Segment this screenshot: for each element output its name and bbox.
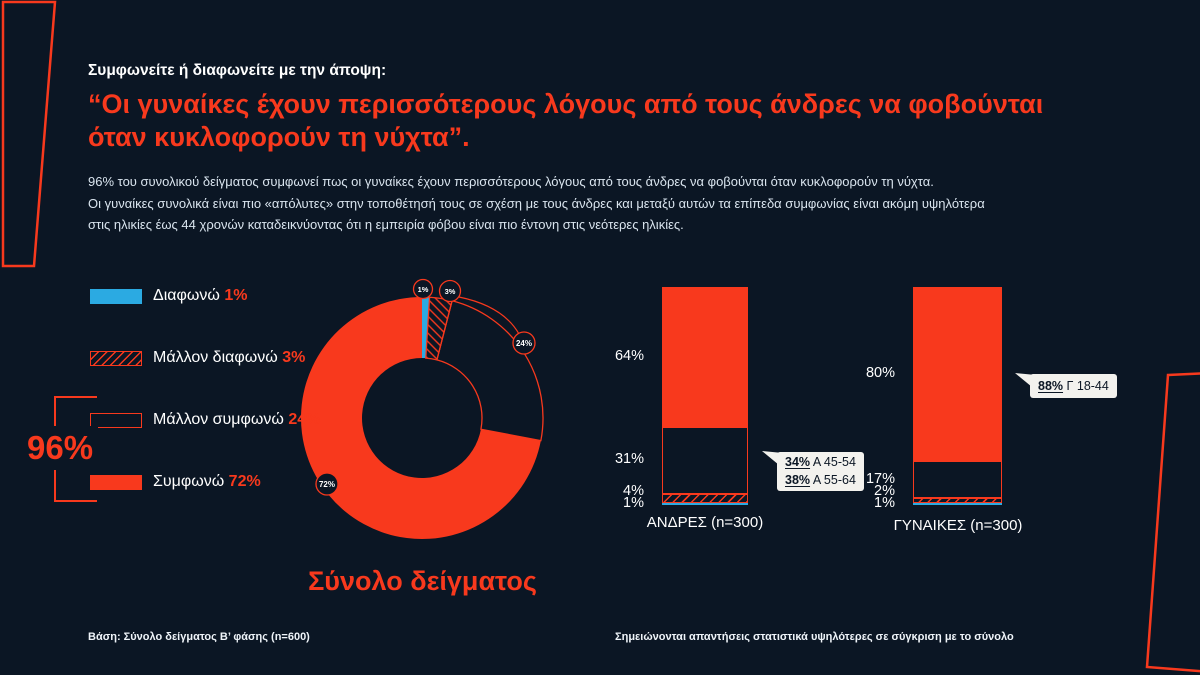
callout-pointer-icon (1015, 373, 1032, 387)
callout-men-value-1: 34% (785, 455, 811, 469)
legend-item-rather-agree: Μάλλον συμφωνώ 24% (90, 408, 320, 432)
donut-label-text: 1% (418, 285, 429, 294)
callout-men-value-2: 38% (785, 472, 811, 487)
donut-slice-Μάλλον συμφωνώ (436, 300, 544, 442)
callout-women-age-group: 88% Γ 18-44 (1015, 373, 1117, 398)
decorative-shape-bottom-right (1145, 372, 1200, 673)
bar-segment-Διαφωνώ (913, 502, 1002, 505)
donut-label-text: 72% (319, 480, 335, 489)
callout-men-text-1: Α 45-54 (810, 455, 856, 469)
donut-leader-line (458, 296, 520, 335)
legend-swatch-disagree (90, 288, 142, 304)
bar-men (662, 287, 748, 505)
donut-caption: Σύνολο δείγματος (308, 566, 537, 596)
legend-label-rather-disagree: Μάλλον διαφωνώ (153, 349, 278, 366)
significance-note: Σημειώνονται απαντήσεις στατιστικά υψηλό… (615, 631, 1014, 643)
agree-total-value: 96% (22, 426, 99, 470)
legend-label-rather-agree: Μάλλον συμφωνώ (153, 411, 284, 428)
bar-women-axis-label: ΓΥΝΑΙΚΕΣ (n=300) (893, 517, 1023, 534)
legend-value-disagree: 1% (224, 287, 248, 304)
page-title: “Οι γυναίκες έχουν περισσότερους λόγους … (88, 89, 1044, 152)
donut-label-text: 24% (516, 339, 532, 348)
callout-men-age-groups: 34% Α 45-54 38% Α 55-64 (762, 451, 864, 491)
callout-women-value: 88% (1038, 379, 1064, 393)
donut-label-bubble (438, 279, 462, 303)
decorative-shape-top-left (1, 0, 57, 268)
summary-paragraph: 96% του συνολικού δείγματος συμφωνεί πως… (88, 174, 985, 232)
legend-swatch-rather-disagree (90, 350, 142, 366)
donut-slice-Μάλλον διαφωνώ (425, 296, 453, 361)
legend-item-disagree: Διαφωνώ 1% (90, 284, 247, 308)
donut-slice-Διαφωνώ (422, 297, 430, 359)
bar-segment-Μάλλον συμφωνώ (913, 461, 1002, 499)
bar-value-label: 31% (614, 451, 644, 468)
legend-swatch-agree (90, 474, 142, 490)
bar-value-label: 64% (614, 347, 644, 364)
bar-value-label: 4% (623, 483, 644, 499)
callout-men-text-2: Α 55-64 (810, 472, 856, 487)
donut-label-bubble (412, 278, 434, 300)
bar-segment-Μάλλον διαφωνώ (662, 494, 748, 503)
bar-value-label: 80% (865, 365, 895, 382)
legend-label-disagree: Διαφωνώ (153, 287, 220, 304)
bar-segment-Διαφωνώ (662, 502, 748, 505)
bar-segment-Μάλλον διαφωνώ (913, 498, 1002, 503)
bar-segment-Μάλλον συμφωνώ (662, 426, 748, 495)
donut-label-text: 3% (445, 287, 456, 296)
donut-label-bubble (512, 331, 536, 355)
donut-slice-Συμφωνώ (301, 297, 541, 539)
bar-value-label: 2% (874, 483, 895, 499)
callout-women-text: Γ 18-44 (1063, 379, 1109, 393)
bar-segment-Συμφωνώ (662, 287, 748, 427)
legend-item-rather-disagree: Μάλλον διαφωνώ 3% (90, 346, 305, 370)
legend-value-rather-agree: 24% (288, 411, 321, 428)
bar-women (913, 287, 1002, 505)
callout-pointer-icon (762, 451, 779, 465)
bar-value-label: 17% (865, 470, 895, 487)
bar-value-label: 1% (623, 494, 644, 511)
legend-item-agree: Συμφωνώ 72% (90, 470, 261, 494)
legend-value-agree: 72% (228, 473, 261, 490)
bar-segment-Συμφωνώ (913, 287, 1002, 462)
bar-men-axis-label: ΑΝΔΡΕΣ (n=300) (646, 514, 764, 531)
bar-value-label: 1% (874, 494, 895, 511)
legend-label-agree: Συμφωνώ (153, 473, 225, 490)
base-note: Βάση: Σύνολο δείγματος Β’ φάσης (n=600) (88, 631, 310, 643)
legend-value-rather-disagree: 3% (282, 349, 306, 366)
question-kicker: Συμφωνείτε ή διαφωνείτε με την άποψη: (88, 62, 387, 79)
donut-label-bubble (315, 472, 339, 496)
